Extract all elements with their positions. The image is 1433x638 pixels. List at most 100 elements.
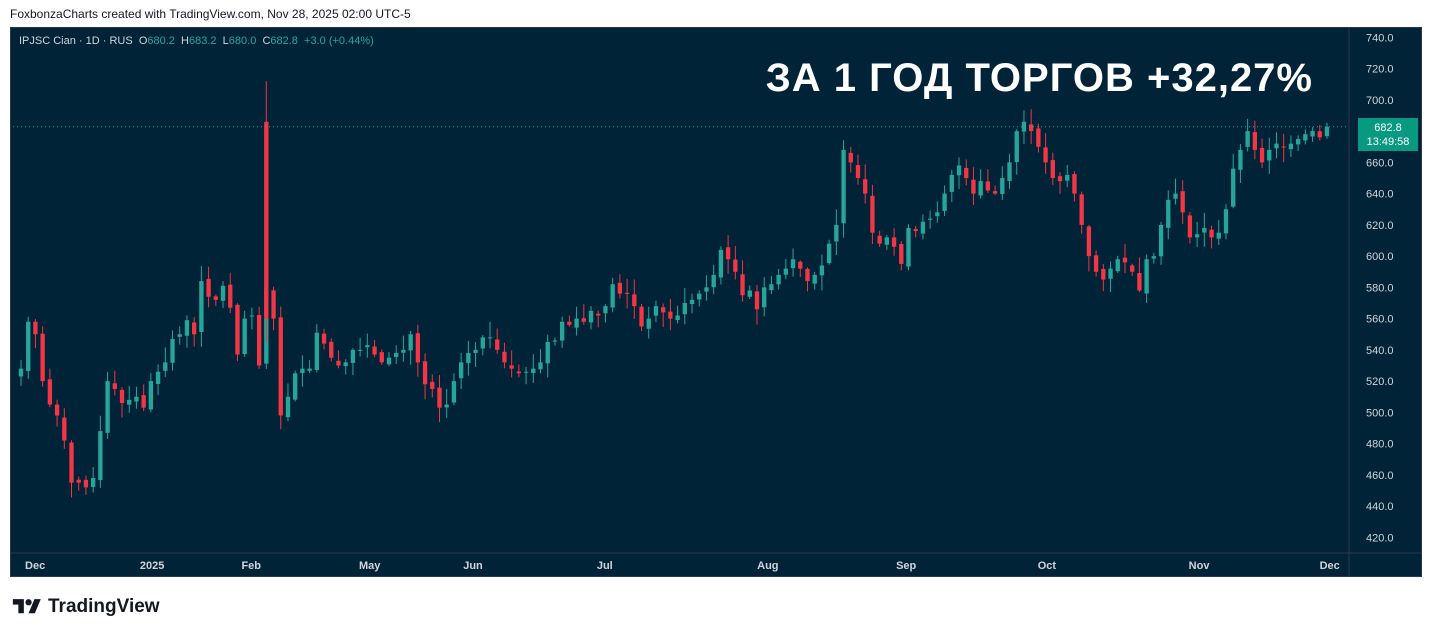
candle-body	[531, 368, 536, 373]
candle-body	[689, 299, 695, 305]
candle-body	[1115, 259, 1120, 272]
candle-body	[826, 243, 832, 264]
y-tick-label: 480.0	[1366, 439, 1394, 451]
candle-body	[1050, 160, 1055, 178]
candle-body	[228, 284, 233, 308]
candle-body	[350, 349, 356, 363]
candle-body	[704, 287, 709, 292]
candle-body	[964, 167, 969, 178]
candle-body	[1238, 149, 1243, 170]
candle-body	[653, 306, 659, 316]
candle-body	[1209, 229, 1214, 238]
candle-body	[105, 381, 110, 433]
brand-name: TradingView	[48, 596, 160, 617]
candle-body	[271, 290, 276, 319]
candle-body	[1065, 174, 1070, 181]
x-tick-label: Oct	[1038, 560, 1057, 572]
open-value: 680.2	[147, 35, 175, 47]
candle-body	[98, 431, 103, 481]
candle-body	[790, 259, 796, 269]
candle-body	[1324, 126, 1330, 137]
candle-body	[783, 268, 789, 275]
y-tick-label: 600.0	[1366, 251, 1394, 263]
candle-body	[1166, 199, 1171, 228]
candle-body	[62, 417, 67, 441]
candle-body	[343, 362, 348, 367]
candle-body	[805, 268, 810, 282]
candle-body	[927, 218, 933, 220]
candle-body	[1223, 209, 1229, 234]
candle-body	[920, 221, 926, 234]
y-tick-label: 580.0	[1366, 282, 1394, 294]
candle-body	[509, 365, 514, 369]
last-price-tag: 682.8 13:49:58	[1358, 118, 1418, 151]
candle-body	[1187, 215, 1193, 238]
candle-body	[834, 224, 839, 242]
candle-body	[1043, 147, 1048, 163]
candle-body	[33, 321, 38, 335]
candle-body	[1021, 121, 1027, 132]
candle-body	[365, 345, 370, 348]
candlestick-plot: 740.0 720.0 700.0 680.0 660.0 640.0 620.0 600.0…	[11, 28, 1421, 576]
symbol-name[interactable]: IPJSC Cian · 1D · RUS	[19, 35, 133, 47]
candle-body	[1000, 178, 1005, 194]
candle-body	[552, 340, 558, 342]
candle-body	[942, 193, 947, 211]
candle-body	[148, 381, 154, 410]
candle-body	[769, 284, 774, 291]
candle-body	[538, 362, 543, 370]
candle-body	[83, 479, 89, 488]
x-tick-label: Feb	[241, 560, 261, 572]
candle-body	[1151, 256, 1156, 259]
candle-body	[1231, 168, 1236, 207]
candle-body	[1274, 143, 1279, 149]
candle-body	[798, 261, 803, 269]
footer-brand[interactable]: TradingView	[12, 596, 160, 618]
high-label: H	[181, 35, 189, 47]
y-tick-label: 520.0	[1366, 376, 1394, 388]
candle-body	[401, 349, 406, 353]
candle-body	[415, 333, 421, 363]
candle-body	[408, 334, 413, 351]
candle-body	[163, 362, 168, 371]
x-tick-label: 2025	[140, 560, 164, 572]
chart-area[interactable]: 740.0 720.0 700.0 680.0 660.0 640.0 620.0 600.0…	[10, 27, 1422, 577]
candle-body	[336, 360, 341, 366]
candle-body	[444, 404, 449, 408]
candle-body	[545, 342, 550, 364]
candle-body	[870, 195, 875, 233]
y-tick-label: 500.0	[1366, 407, 1394, 419]
candle-body	[1202, 228, 1207, 233]
candle-body	[1122, 257, 1128, 263]
candle-body	[487, 337, 493, 339]
candle-body	[675, 315, 680, 321]
candle-body	[906, 228, 911, 267]
candle-body	[357, 349, 363, 351]
candle-body	[603, 306, 608, 314]
candle-body	[1079, 194, 1084, 225]
candle-body	[899, 243, 904, 264]
last-price-value: 682.8	[1374, 122, 1402, 134]
candle-body	[293, 373, 298, 400]
candle-body	[458, 362, 464, 379]
tradingview-logo-icon	[12, 596, 42, 618]
candle-body	[1029, 124, 1034, 132]
candle-body	[1267, 149, 1272, 161]
open-label: O	[138, 35, 148, 47]
candle-body	[386, 357, 392, 365]
candle-body	[725, 247, 731, 260]
candle-body	[956, 165, 962, 176]
candle-body	[1158, 224, 1164, 257]
y-tick-label: 540.0	[1366, 345, 1394, 357]
candle-body	[1108, 268, 1113, 279]
candle-body	[523, 371, 529, 373]
candle-body	[877, 235, 882, 244]
candle-body	[184, 320, 190, 336]
candle-body	[220, 285, 226, 301]
low-label: L	[222, 35, 229, 47]
candle-body	[1216, 232, 1221, 239]
candle-body	[754, 291, 760, 310]
candle-body	[473, 349, 478, 353]
x-tick-label: Dec	[1320, 560, 1340, 572]
y-tick-label: 460.0	[1366, 470, 1394, 482]
